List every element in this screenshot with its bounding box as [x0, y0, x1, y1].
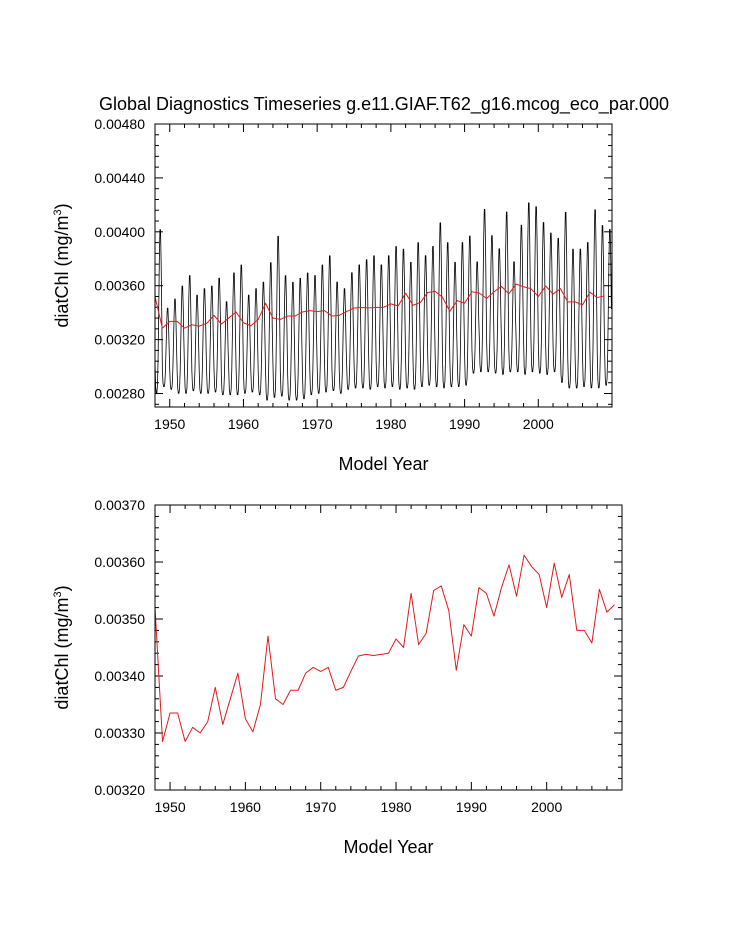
- y-tick-label: 0.00360: [94, 554, 145, 570]
- y-tick-label: 0.00480: [94, 116, 145, 132]
- x-tick-label: 1970: [305, 799, 336, 815]
- y-tick-label: 0.00370: [94, 497, 145, 513]
- figure-title: Global Diagnostics Timeseries g.e11.GIAF…: [99, 94, 669, 115]
- x-tick-label: 2000: [523, 416, 554, 432]
- x-tick-label: 1960: [230, 799, 261, 815]
- x-tick-label: 1970: [302, 416, 333, 432]
- y-tick-label: 0.00320: [94, 782, 145, 798]
- bottom-x-axis-label: Model Year: [343, 837, 433, 857]
- series-line-annual-mean: [154, 283, 605, 329]
- y-tick-label: 0.00440: [94, 170, 145, 186]
- y-tick-label: 0.00320: [94, 332, 145, 348]
- x-tick-label: 1960: [228, 416, 259, 432]
- x-tick-label: 2000: [531, 799, 562, 815]
- y-tick-label: 0.00360: [94, 278, 145, 294]
- x-tick-label: 1950: [154, 416, 185, 432]
- y-tick-label: 0.00280: [94, 386, 145, 402]
- top-x-axis-label: Model Year: [338, 454, 428, 474]
- top-panel: 1950 1960 1970 1980 1990 2000 0.00280 0.00320 0.…: [52, 116, 613, 474]
- bottom-y-axis-label: diatChl (mg/m3): [52, 585, 72, 709]
- y-tick-label: 0.00400: [94, 224, 145, 240]
- x-tick-label: 1990: [456, 799, 487, 815]
- x-tick-label: 1950: [154, 799, 185, 815]
- x-tick-label: 1990: [449, 416, 480, 432]
- y-tick-label: 0.00330: [94, 725, 145, 741]
- top-y-axis-label: diatChl (mg/m3): [52, 203, 72, 327]
- y-tick-label: 0.00340: [94, 668, 145, 684]
- top-plot-frame: [154, 123, 613, 408]
- series-line-monthly: [154, 202, 612, 401]
- x-tick-label: 1980: [380, 799, 411, 815]
- series-line-annual-mean: [154, 554, 615, 743]
- bottom-panel: 1950 1960 1970 1980 1990 2000 0.00320 0.00330 0.…: [52, 497, 623, 857]
- bottom-plot-frame: [154, 504, 623, 791]
- y-tick-label: 0.00350: [94, 611, 145, 627]
- x-tick-label: 1980: [375, 416, 406, 432]
